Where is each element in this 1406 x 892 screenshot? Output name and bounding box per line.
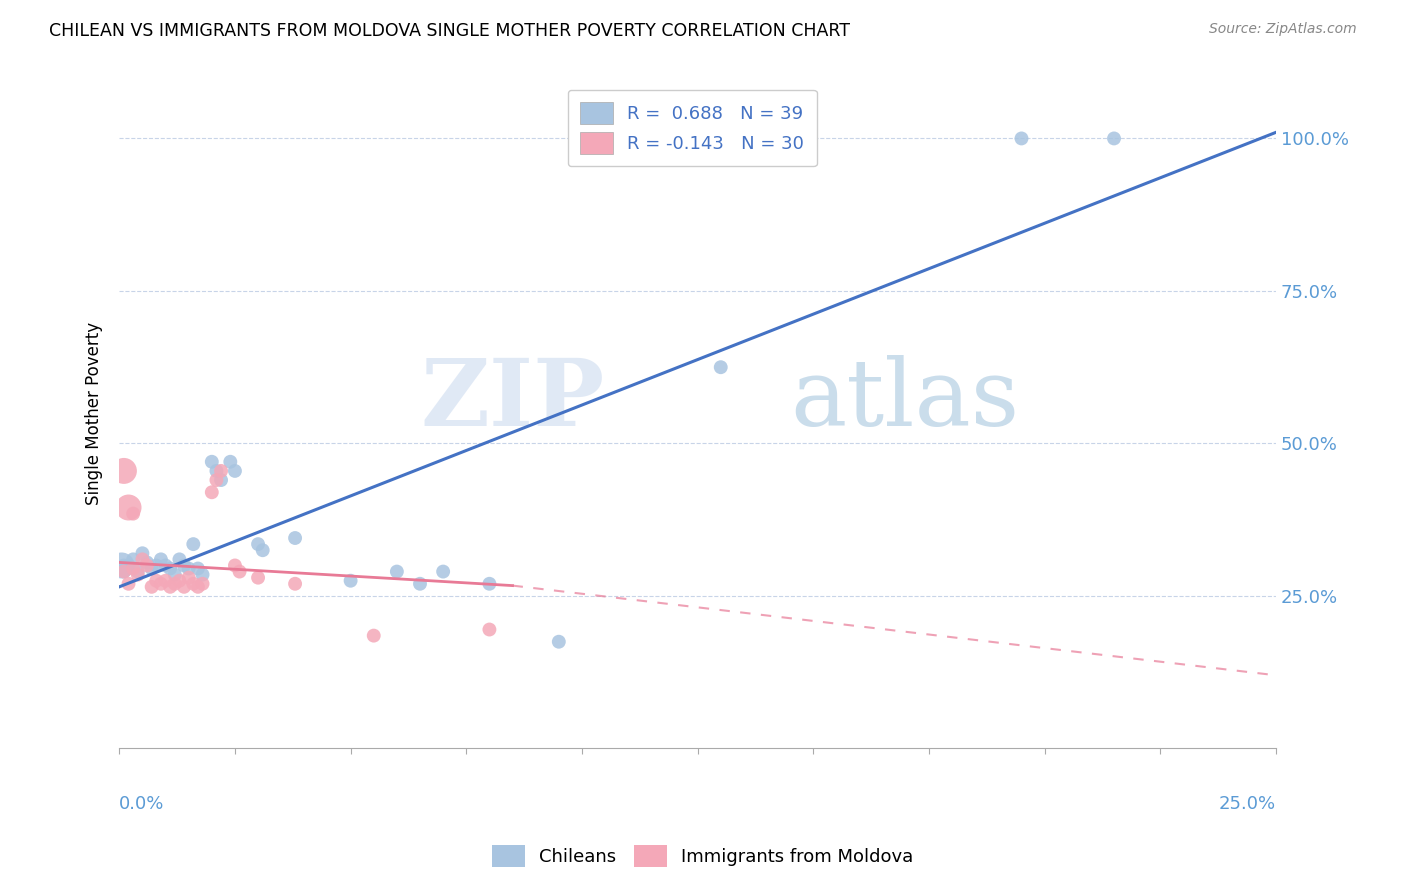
Point — [159, 561, 181, 575]
Point — [169, 552, 191, 566]
Legend: Chileans, Immigrants from Moldova: Chileans, Immigrants from Moldova — [485, 838, 921, 874]
Point — [163, 576, 186, 591]
Point — [181, 537, 204, 551]
Point — [478, 576, 501, 591]
Point — [122, 507, 145, 521]
Point — [187, 580, 209, 594]
Legend: R =  0.688   N = 39, R = -0.143   N = 30: R = 0.688 N = 39, R = -0.143 N = 30 — [568, 90, 817, 167]
Text: 0.0%: 0.0% — [120, 796, 165, 814]
Point — [155, 574, 177, 588]
Point — [112, 565, 135, 579]
Point — [547, 634, 569, 648]
Point — [110, 558, 132, 573]
Point — [339, 574, 361, 588]
Point — [779, 131, 801, 145]
Point — [228, 565, 250, 579]
Point — [191, 567, 214, 582]
Point — [112, 464, 135, 478]
Point — [173, 558, 195, 573]
Point — [191, 576, 214, 591]
Point — [145, 558, 167, 573]
Text: Source: ZipAtlas.com: Source: ZipAtlas.com — [1209, 22, 1357, 37]
Point — [1102, 131, 1125, 145]
Point — [187, 561, 209, 575]
Point — [112, 558, 135, 573]
Point — [247, 571, 270, 585]
Point — [169, 574, 191, 588]
Point — [155, 558, 177, 573]
Point — [117, 576, 139, 591]
Point — [127, 567, 149, 582]
Point — [136, 556, 159, 570]
Point — [145, 574, 167, 588]
Text: ZIP: ZIP — [420, 354, 605, 444]
Point — [149, 552, 172, 566]
Point — [163, 567, 186, 582]
Point — [131, 546, 153, 560]
Point — [177, 561, 200, 575]
Point — [201, 485, 224, 500]
Point — [224, 558, 246, 573]
Point — [409, 576, 432, 591]
Point — [149, 576, 172, 591]
Point — [710, 360, 733, 375]
Text: CHILEAN VS IMMIGRANTS FROM MOLDOVA SINGLE MOTHER POVERTY CORRELATION CHART: CHILEAN VS IMMIGRANTS FROM MOLDOVA SINGL… — [49, 22, 851, 40]
Point — [141, 561, 163, 575]
Point — [209, 473, 232, 487]
Point — [219, 455, 242, 469]
Text: 25.0%: 25.0% — [1219, 796, 1277, 814]
Point — [131, 552, 153, 566]
Point — [177, 571, 200, 585]
Point — [127, 565, 149, 579]
Point — [122, 552, 145, 566]
Point — [432, 565, 454, 579]
Point — [252, 543, 274, 558]
Point — [181, 576, 204, 591]
Point — [201, 455, 224, 469]
Point — [117, 558, 139, 573]
Point — [209, 464, 232, 478]
Point — [141, 580, 163, 594]
Point — [205, 473, 228, 487]
Point — [1011, 131, 1033, 145]
Point — [117, 500, 139, 515]
Point — [247, 537, 270, 551]
Point — [173, 580, 195, 594]
Point — [385, 565, 408, 579]
Point — [478, 623, 501, 637]
Point — [284, 576, 307, 591]
Point — [363, 629, 385, 643]
Y-axis label: Single Mother Poverty: Single Mother Poverty — [86, 321, 103, 505]
Point — [112, 565, 135, 579]
Point — [122, 561, 145, 575]
Point — [205, 464, 228, 478]
Point — [224, 464, 246, 478]
Text: atlas: atlas — [790, 354, 1019, 444]
Point — [136, 558, 159, 573]
Point — [159, 580, 181, 594]
Point — [284, 531, 307, 545]
